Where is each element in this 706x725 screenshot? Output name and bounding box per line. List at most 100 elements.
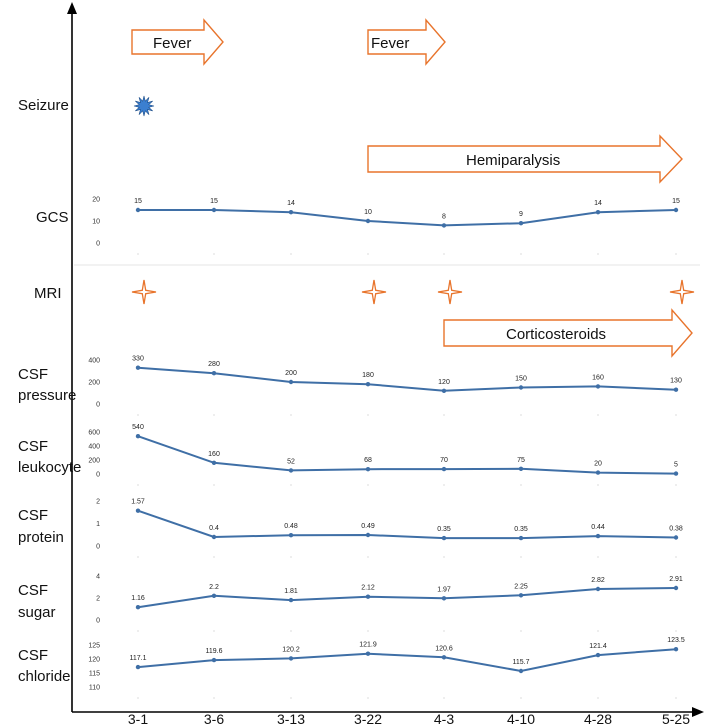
- data-label: 9: [519, 211, 523, 218]
- hemiparalysis-arrow: Hemiparalysis: [367, 134, 683, 184]
- series-line: [137, 587, 677, 609]
- data-point: [288, 379, 294, 385]
- y-tick-label: 600: [88, 430, 100, 437]
- data-label: 10: [364, 209, 372, 216]
- fever-arrow-shape: [367, 18, 446, 66]
- data-point: [288, 210, 294, 215]
- data-point: [365, 532, 371, 538]
- y-tick-label: 2: [96, 499, 100, 506]
- data-point: [441, 655, 447, 660]
- data-label: 2.82: [591, 577, 605, 584]
- mri-marker-icon: [361, 279, 387, 305]
- data-label: 68: [364, 457, 372, 464]
- data-label: 0.35: [437, 526, 451, 533]
- data-point: [211, 657, 217, 663]
- data-point: [365, 651, 371, 656]
- y-tick-label: 110: [89, 685, 100, 692]
- y-tick-label: 0: [96, 618, 100, 625]
- data-label: 8: [442, 213, 446, 220]
- panel-label: chloride: [18, 668, 71, 685]
- data-point: [135, 365, 141, 370]
- mri-label: MRI: [34, 285, 62, 302]
- panel-label: leukocyte: [18, 459, 81, 476]
- data-label: 14: [594, 200, 602, 207]
- data-label: 70: [440, 457, 448, 464]
- seizure-label: Seizure: [18, 97, 69, 114]
- data-point: [288, 597, 294, 603]
- y-tick-label: 1: [96, 521, 100, 528]
- data-label: 1.81: [284, 588, 298, 595]
- hemiparalysis-arrow-label: Hemiparalysis: [466, 152, 560, 169]
- fever-arrow-shape: [131, 18, 224, 66]
- panel-label: pressure: [18, 387, 76, 404]
- data-point: [211, 207, 217, 213]
- y-tick-label: 120: [88, 657, 100, 664]
- data-point: [518, 221, 524, 226]
- data-point: [211, 460, 217, 465]
- data-label: 0.35: [514, 526, 528, 533]
- x-axis-labels: 3-1 3-6 3-13 3-22 4-3 4-10 4-28 5-25: [128, 711, 690, 725]
- data-point: [135, 508, 141, 513]
- y-tick-label: 0: [96, 402, 100, 409]
- data-label: 117.1: [130, 655, 147, 662]
- series-line: [137, 509, 677, 540]
- data-point: [673, 585, 679, 591]
- data-point: [288, 656, 294, 661]
- data-point: [673, 387, 679, 392]
- data-label: 120.6: [435, 645, 453, 652]
- data-label: 160: [592, 374, 604, 381]
- data-label: 2.12: [361, 585, 375, 592]
- mri-marker-icon: [131, 279, 157, 305]
- x-tick-label: 4-10: [507, 711, 535, 725]
- data-label: 120.2: [282, 646, 300, 653]
- data-label: 1.57: [131, 499, 145, 506]
- data-point: [595, 210, 601, 215]
- data-point: [518, 593, 524, 598]
- data-label: 0.38: [669, 526, 683, 533]
- fever-arrow-label: Fever: [153, 35, 191, 52]
- panel-label: protein: [18, 529, 64, 546]
- data-point: [441, 535, 447, 541]
- y-tick-label: 200: [88, 380, 100, 387]
- x-tick-label: 3-6: [204, 711, 224, 725]
- y-tick-label: 20: [92, 197, 100, 204]
- data-point: [595, 470, 601, 475]
- data-label: 20: [594, 461, 602, 468]
- y-axis-arrowhead: [67, 2, 77, 14]
- data-point: [211, 534, 217, 540]
- data-label: 119.6: [206, 648, 223, 655]
- data-label: 2.25: [514, 583, 528, 590]
- data-point: [595, 384, 601, 389]
- series-line: [137, 648, 677, 673]
- x-tick-label: 4-3: [434, 711, 454, 725]
- y-tick-label: 2: [96, 596, 100, 603]
- hemiparalysis-arrow-shape: [367, 134, 683, 184]
- data-label: 52: [287, 458, 295, 465]
- chart-panel: CSF leukocyte 600 400 200 0 540 160 52 68 70 75 20 5: [18, 424, 679, 486]
- series-line: [138, 209, 677, 227]
- y-tick-label: 4: [96, 574, 100, 581]
- data-label: 14: [287, 200, 295, 207]
- data-point: [518, 668, 524, 674]
- fever-arrow-label: Fever: [371, 35, 409, 52]
- data-label: 75: [517, 457, 525, 464]
- data-point: [135, 605, 141, 610]
- data-point: [595, 533, 601, 539]
- data-point: [288, 533, 294, 538]
- data-point: [135, 434, 141, 439]
- data-point: [673, 207, 679, 213]
- x-axis-arrowhead: [692, 707, 704, 717]
- y-tick-label: 125: [88, 643, 100, 650]
- chart-panel: CSF protein 2 1 0 1.57 0.4 0.48 0.49 0.35 0.35 0.44…: [18, 499, 683, 558]
- mri-marker-icon: [437, 279, 463, 305]
- data-point: [365, 467, 371, 472]
- y-tick-label: 10: [92, 219, 100, 226]
- data-label: 15: [210, 198, 218, 205]
- panel-label: CSF: [18, 582, 48, 599]
- y-tick-label: 0: [96, 544, 100, 551]
- series-line: [137, 435, 677, 475]
- fever-arrow-2: Fever: [367, 18, 446, 66]
- y-tick-label: 115: [89, 671, 100, 678]
